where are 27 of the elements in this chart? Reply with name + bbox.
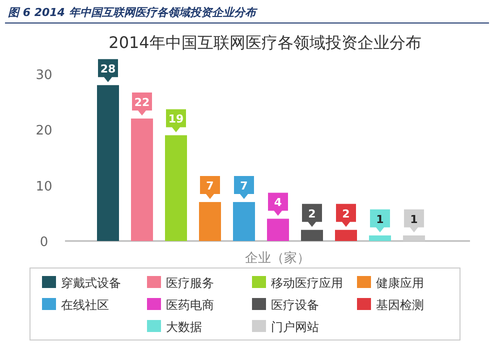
data-label: 1: [410, 212, 418, 226]
data-label: 19: [168, 112, 184, 126]
legend-label: 医疗设备: [271, 298, 319, 312]
legend-label: 大数据: [166, 320, 202, 334]
data-label: 7: [240, 180, 248, 193]
data-label: 28: [100, 62, 116, 76]
legend-label: 移动医疗应用: [271, 276, 343, 290]
legend-label: 健康应用: [376, 276, 424, 290]
x-axis-title: 企业（家）: [245, 250, 310, 266]
data-label: 4: [274, 196, 282, 210]
data-label: 7: [206, 180, 214, 193]
chart-title: 2014年中国互联网医疗各领域投资企业分布: [108, 33, 422, 52]
legend-label: 医药电商: [166, 298, 214, 312]
data-label: 2: [308, 207, 316, 220]
legend-label: 在线社区: [61, 298, 109, 312]
data-label: 22: [134, 96, 150, 110]
chart-subtitle: 图 6 2014 年中国互联网医疗各领域投资企业分布: [8, 6, 258, 19]
legend-label: 门户网站: [271, 320, 319, 334]
y-tick-label: 30: [36, 68, 52, 83]
data-label: 2: [342, 207, 350, 220]
legend-label: 基因检测: [376, 298, 424, 312]
y-tick-label: 20: [36, 124, 52, 139]
legend-label: 穿戴式设备: [61, 276, 121, 290]
legend-label: 医疗服务: [166, 276, 214, 290]
y-tick-label: 0: [40, 235, 48, 250]
y-tick-label: 10: [36, 179, 52, 194]
data-label: 1: [376, 212, 384, 226]
